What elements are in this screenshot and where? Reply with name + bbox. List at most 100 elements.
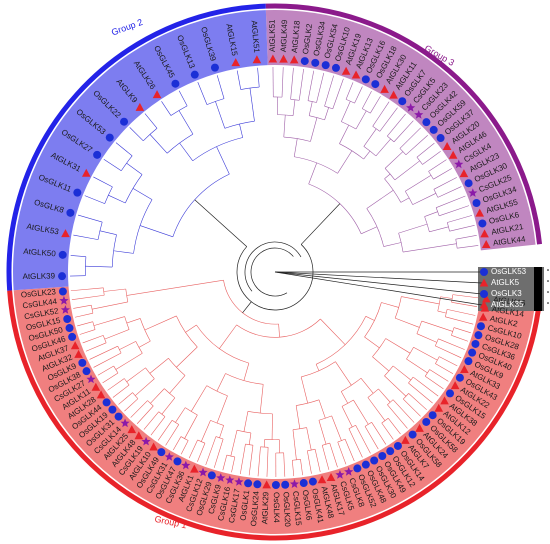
branch <box>78 215 102 222</box>
branch <box>197 443 205 462</box>
branch <box>345 439 354 461</box>
leaf-marker-circle <box>371 80 379 88</box>
leaf-marker-circle <box>59 287 67 295</box>
branch <box>108 195 125 203</box>
branch <box>457 245 478 248</box>
branch <box>325 107 329 119</box>
branch-root <box>195 200 247 247</box>
branch <box>316 364 319 370</box>
branch <box>447 309 475 315</box>
branch <box>237 71 241 90</box>
branch <box>119 393 133 405</box>
branch <box>319 400 325 418</box>
branch <box>387 405 407 429</box>
leaf-marker-circle <box>59 251 67 259</box>
leaf-marker-circle <box>478 219 486 227</box>
branch <box>341 392 348 404</box>
branch <box>406 359 427 373</box>
branch <box>85 266 112 267</box>
leaf-label: OsGLK20 <box>281 492 292 528</box>
leaf-label: AtGLK29 <box>260 491 270 524</box>
branch <box>294 139 297 157</box>
leaf-marker-circle <box>103 398 111 406</box>
branch <box>133 188 152 199</box>
outgroup-dot <box>547 302 549 304</box>
branch <box>445 317 473 324</box>
branch <box>260 384 263 413</box>
branch <box>393 366 411 380</box>
branch <box>217 373 226 391</box>
branch <box>73 235 98 240</box>
leaf-marker-circle <box>272 481 280 489</box>
branch <box>447 215 472 222</box>
branch-outgroup <box>275 272 482 305</box>
branch <box>366 316 375 320</box>
branch <box>385 174 391 179</box>
leaf-marker-circle <box>68 333 76 341</box>
branch-arc <box>237 319 321 337</box>
branch <box>113 385 129 398</box>
leaf-marker-circle <box>157 448 165 456</box>
leaf-marker-circle <box>456 374 464 382</box>
branch <box>239 124 242 137</box>
leaf-marker-circle <box>429 411 437 419</box>
branch <box>339 125 348 144</box>
branch <box>454 328 471 333</box>
branch <box>103 373 118 383</box>
branch <box>422 321 453 331</box>
branch <box>332 416 342 441</box>
branch <box>310 118 316 142</box>
branch <box>145 114 157 129</box>
leaf-marker-circle <box>422 418 430 426</box>
branch <box>166 425 179 446</box>
branch <box>395 318 419 327</box>
branch <box>400 128 421 149</box>
leaf-label: OsGLK4 <box>272 492 281 523</box>
group-2-label: Group 2 <box>110 17 144 38</box>
branch <box>71 255 86 256</box>
branch <box>403 244 456 252</box>
branch <box>98 366 114 375</box>
leaf-label: AtGLK39 <box>22 271 55 281</box>
branch <box>335 362 351 386</box>
branch <box>395 161 420 180</box>
branch <box>94 353 122 367</box>
branch <box>439 206 469 216</box>
leaf-label: AtGLK35 <box>491 300 524 309</box>
leaf-marker-circle <box>208 471 216 479</box>
branch <box>83 335 104 343</box>
branch <box>127 163 143 174</box>
branch <box>249 433 251 445</box>
branch <box>413 193 436 204</box>
branch <box>279 324 280 337</box>
branch <box>438 187 462 198</box>
branch <box>356 111 366 129</box>
branch <box>240 444 245 474</box>
branch <box>370 96 380 113</box>
branch <box>104 289 126 292</box>
branch <box>450 225 475 231</box>
leaf-marker-circle <box>311 59 319 67</box>
leaf-marker-circle <box>309 478 317 486</box>
branch <box>401 297 439 304</box>
branch <box>429 227 448 232</box>
branch <box>309 102 312 116</box>
branch <box>219 325 236 349</box>
branch <box>185 415 198 439</box>
branch <box>338 151 352 174</box>
leaf-marker-circle <box>409 431 417 439</box>
branch <box>300 459 302 475</box>
branch <box>215 101 224 128</box>
leaf-marker-circle <box>58 272 66 280</box>
outgroup-dot <box>547 269 549 271</box>
branch <box>386 339 410 354</box>
branch <box>73 305 91 308</box>
branch <box>361 378 373 393</box>
leaf-marker-circle <box>468 349 476 357</box>
branch <box>150 134 167 153</box>
branch <box>217 75 224 98</box>
branch <box>406 135 428 155</box>
branch <box>309 163 317 184</box>
leaf-marker-circle <box>115 413 123 421</box>
tree-branches <box>70 67 482 477</box>
